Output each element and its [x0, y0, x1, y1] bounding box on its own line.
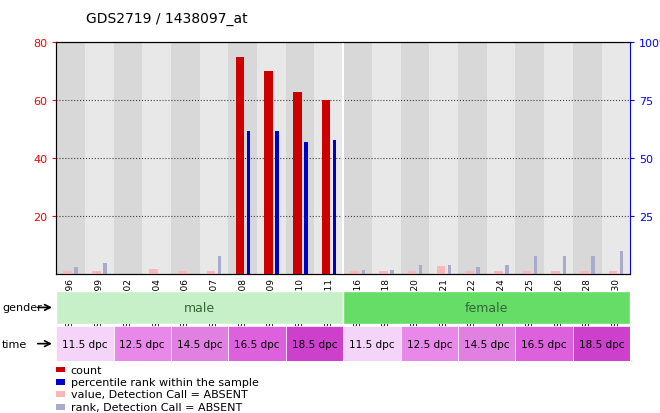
Text: 16.5 dpc: 16.5 dpc — [234, 339, 280, 349]
Bar — [56, 326, 114, 361]
Bar — [178, 272, 187, 275]
Bar — [333, 140, 337, 275]
Bar — [379, 272, 387, 275]
Bar — [458, 326, 515, 361]
Bar — [436, 266, 445, 275]
Bar — [447, 266, 451, 275]
Bar — [419, 266, 422, 275]
Bar — [114, 43, 143, 275]
Bar — [372, 43, 401, 275]
Text: 16.5 dpc: 16.5 dpc — [521, 339, 567, 349]
Bar — [103, 263, 107, 275]
Bar — [551, 272, 560, 275]
Bar — [218, 256, 222, 275]
Bar — [171, 326, 228, 361]
Bar — [343, 326, 401, 361]
Bar — [523, 272, 531, 275]
Bar — [247, 131, 250, 275]
Text: count: count — [71, 365, 102, 375]
Text: 12.5 dpc: 12.5 dpc — [407, 339, 452, 349]
Bar — [236, 58, 244, 275]
Bar — [362, 270, 365, 275]
Bar — [171, 43, 199, 275]
Text: male: male — [184, 301, 215, 314]
Bar — [544, 43, 573, 275]
Bar — [401, 326, 458, 361]
Bar — [465, 272, 474, 275]
Bar — [286, 43, 314, 275]
Bar — [591, 256, 595, 275]
Text: 14.5 dpc: 14.5 dpc — [177, 339, 222, 349]
Bar — [408, 272, 416, 275]
Bar — [534, 256, 537, 275]
Text: 12.5 dpc: 12.5 dpc — [119, 339, 165, 349]
Bar — [609, 272, 617, 275]
Text: 18.5 dpc: 18.5 dpc — [292, 339, 337, 349]
Bar — [293, 93, 302, 275]
Bar — [458, 43, 486, 275]
Text: percentile rank within the sample: percentile rank within the sample — [71, 377, 259, 387]
Bar — [343, 291, 630, 324]
Text: gender: gender — [2, 303, 42, 313]
Bar — [264, 72, 273, 275]
Bar — [149, 269, 158, 275]
Text: 11.5 dpc: 11.5 dpc — [349, 339, 395, 349]
Bar — [401, 43, 429, 275]
Bar — [199, 43, 228, 275]
Bar — [505, 266, 509, 275]
Bar — [75, 268, 78, 275]
Bar — [84, 43, 114, 275]
Text: female: female — [465, 301, 508, 314]
Bar — [580, 272, 589, 275]
Bar — [286, 326, 343, 361]
Bar — [63, 272, 72, 275]
Bar — [390, 270, 394, 275]
Bar — [143, 43, 171, 275]
Bar — [486, 43, 515, 275]
Bar — [56, 43, 84, 275]
Text: 18.5 dpc: 18.5 dpc — [579, 339, 624, 349]
Bar — [257, 43, 286, 275]
Text: GDS2719 / 1438097_at: GDS2719 / 1438097_at — [86, 12, 248, 26]
Bar — [494, 272, 502, 275]
Bar — [562, 256, 566, 275]
Bar — [350, 272, 359, 275]
Bar — [56, 291, 343, 324]
Text: 11.5 dpc: 11.5 dpc — [62, 339, 108, 349]
Bar — [620, 252, 624, 275]
Bar — [515, 326, 573, 361]
Bar — [602, 43, 630, 275]
Bar — [314, 43, 343, 275]
Bar — [228, 326, 286, 361]
Bar — [573, 43, 602, 275]
Bar — [207, 272, 215, 275]
Bar — [515, 43, 544, 275]
Bar — [477, 268, 480, 275]
Bar — [321, 101, 330, 275]
Bar — [275, 131, 279, 275]
Bar — [228, 43, 257, 275]
Bar — [429, 43, 458, 275]
Bar — [114, 326, 171, 361]
Bar — [573, 326, 630, 361]
Text: 14.5 dpc: 14.5 dpc — [464, 339, 510, 349]
Text: value, Detection Call = ABSENT: value, Detection Call = ABSENT — [71, 389, 248, 399]
Text: rank, Detection Call = ABSENT: rank, Detection Call = ABSENT — [71, 402, 242, 412]
Bar — [343, 43, 372, 275]
Text: time: time — [2, 339, 27, 349]
Bar — [304, 143, 308, 275]
Bar — [92, 272, 100, 275]
